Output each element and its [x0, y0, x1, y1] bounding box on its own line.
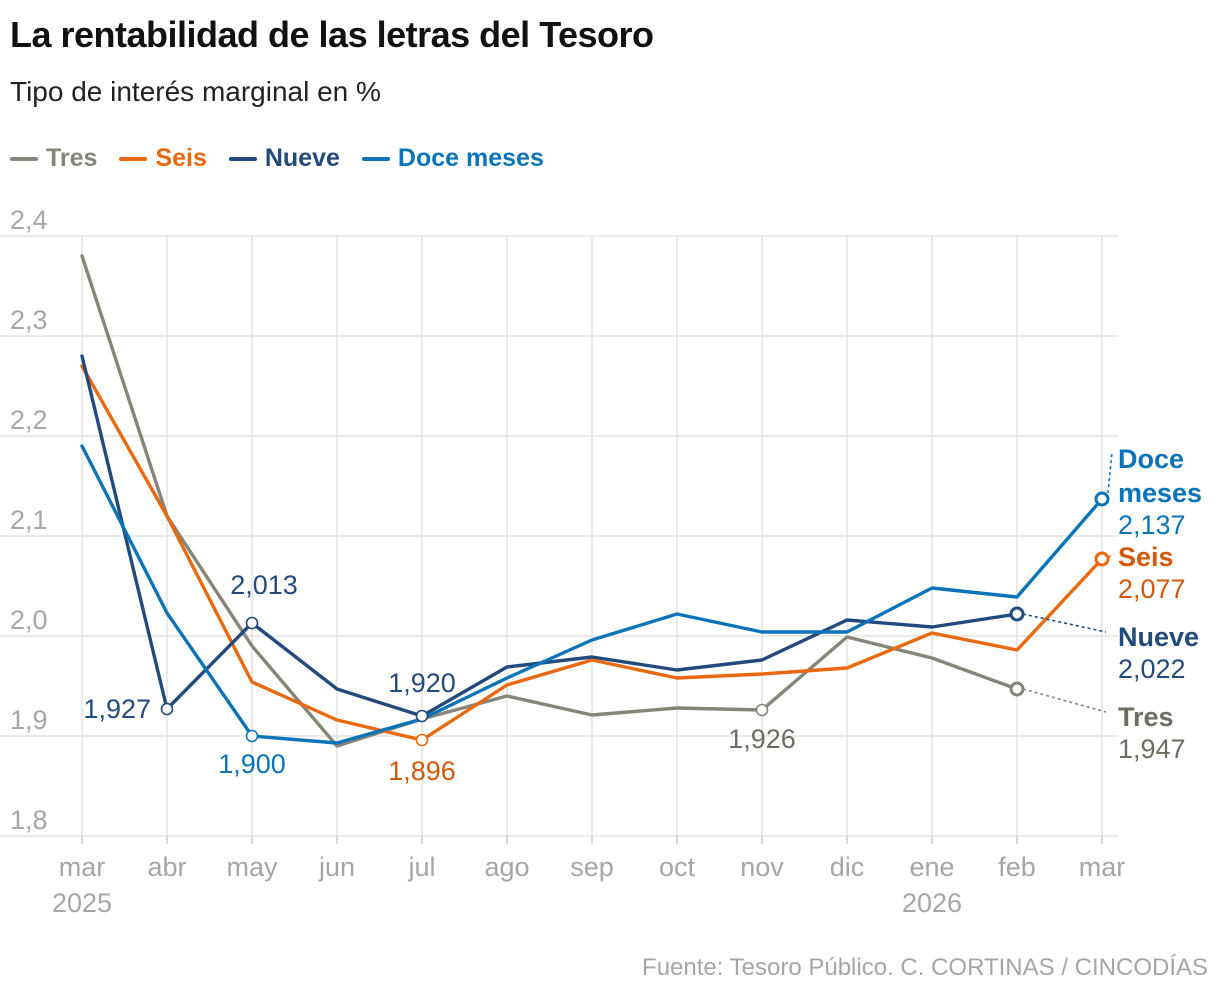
x-tick-label: feb	[998, 852, 1036, 882]
leader-line-nueve	[1022, 613, 1107, 633]
legend-item-seis: Seis	[119, 144, 207, 173]
data-point-tres	[1009, 681, 1025, 697]
series-line-nueve	[80, 354, 1019, 718]
data-point-seis	[1094, 551, 1110, 567]
series-line-seis	[80, 364, 1104, 742]
y-tick-label: 1,9	[10, 705, 48, 735]
x-tick-label: sep	[570, 852, 614, 882]
end-label-value-nueve: 2,022	[1118, 654, 1186, 684]
legend-swatch-doce-meses	[361, 156, 390, 161]
legend-label-nueve: Nueve	[264, 144, 340, 172]
y-tick-label: 2,2	[10, 405, 48, 435]
data-point-doce-meses	[1094, 491, 1110, 507]
data-label-nueve: 1,920	[388, 668, 456, 698]
chart-title: La rentabilidad de las letras del Tesoro	[10, 14, 654, 55]
x-tick-label: jun	[318, 852, 355, 882]
legend-item-nueve: Nueve	[228, 144, 340, 173]
end-label-name-nueve: Nueve	[1118, 622, 1199, 652]
y-tick-label: 2,0	[10, 605, 48, 635]
data-label-seis: 1,896	[388, 756, 456, 786]
y-tick-label: 2,1	[10, 505, 48, 535]
legend: Tres Seis Nueve Doce meses	[10, 144, 544, 173]
grid	[0, 235, 1118, 844]
data-label-nueve: 2,013	[230, 570, 298, 600]
legend-item-doce-meses: Doce meses	[361, 144, 544, 173]
x-tick-label: nov	[740, 852, 784, 882]
end-label-name-doce-meses: Doce	[1118, 444, 1184, 474]
x-year-label: 2026	[902, 888, 962, 918]
x-year-label: 2025	[52, 888, 112, 918]
x-tick-label: dic	[830, 852, 865, 882]
legend-swatch-tres	[10, 156, 38, 161]
leader-line-doce-meses	[1107, 451, 1113, 494]
legend-label-seis: Seis	[155, 144, 207, 172]
y-tick-label: 2,4	[10, 205, 48, 235]
data-label-nueve: 1,927	[83, 694, 151, 724]
series-line-tres	[80, 254, 1019, 748]
x-tick-label: mar	[1079, 852, 1126, 882]
data-point-nueve	[1009, 606, 1025, 622]
series-markers	[160, 451, 1115, 747]
x-tick-label: mar	[59, 852, 106, 882]
y-tick-label: 2,3	[10, 305, 48, 335]
end-label-name-tres: Tres	[1118, 702, 1174, 732]
data-point-nueve	[415, 709, 429, 723]
x-tick-label: ago	[484, 852, 529, 882]
x-tick-label: abr	[147, 852, 186, 882]
leader-line-seis	[1107, 554, 1115, 558]
data-labels: 1,9261,8961,9271,9202,0131,900Docemeses2…	[83, 444, 1202, 786]
legend-label-doce-meses: Doce meses	[397, 144, 544, 172]
end-label-name-doce-meses: meses	[1118, 478, 1202, 508]
x-tick-label: ene	[909, 852, 954, 882]
x-tick-label: may	[226, 852, 278, 882]
end-label-value-tres: 1,947	[1118, 734, 1186, 764]
legend-label-tres: Tres	[46, 144, 98, 172]
end-label-value-doce-meses: 2,137	[1118, 510, 1186, 540]
legend-swatch-nueve	[228, 156, 257, 161]
data-point-tres	[755, 703, 769, 717]
legend-swatch-seis	[119, 156, 148, 161]
data-point-doce-meses	[245, 729, 259, 743]
legend-item-tres: Tres	[10, 144, 97, 173]
data-label-doce-meses: 1,900	[218, 749, 286, 779]
source-note: Fuente: Tesoro Público. C. CORTINAS / CI…	[642, 954, 1208, 981]
data-point-nueve	[160, 702, 174, 716]
x-tick-label: jul	[407, 852, 435, 882]
data-point-nueve	[245, 616, 259, 630]
x-tick-label: oct	[659, 852, 696, 882]
data-point-seis	[415, 733, 429, 747]
chart-subtitle: Tipo de interés marginal en %	[10, 76, 381, 107]
y-tick-label: 1,8	[10, 805, 48, 835]
end-label-name-seis: Seis	[1118, 542, 1174, 572]
leader-line-tres	[1022, 688, 1107, 713]
data-label-tres: 1,926	[728, 724, 796, 754]
axis-ticks: 1,8 1,9 2,0 2,1 2,2 2,3 2,4 mar abr may jun jul ago s…	[10, 205, 1125, 918]
end-label-value-seis: 2,077	[1118, 574, 1186, 604]
